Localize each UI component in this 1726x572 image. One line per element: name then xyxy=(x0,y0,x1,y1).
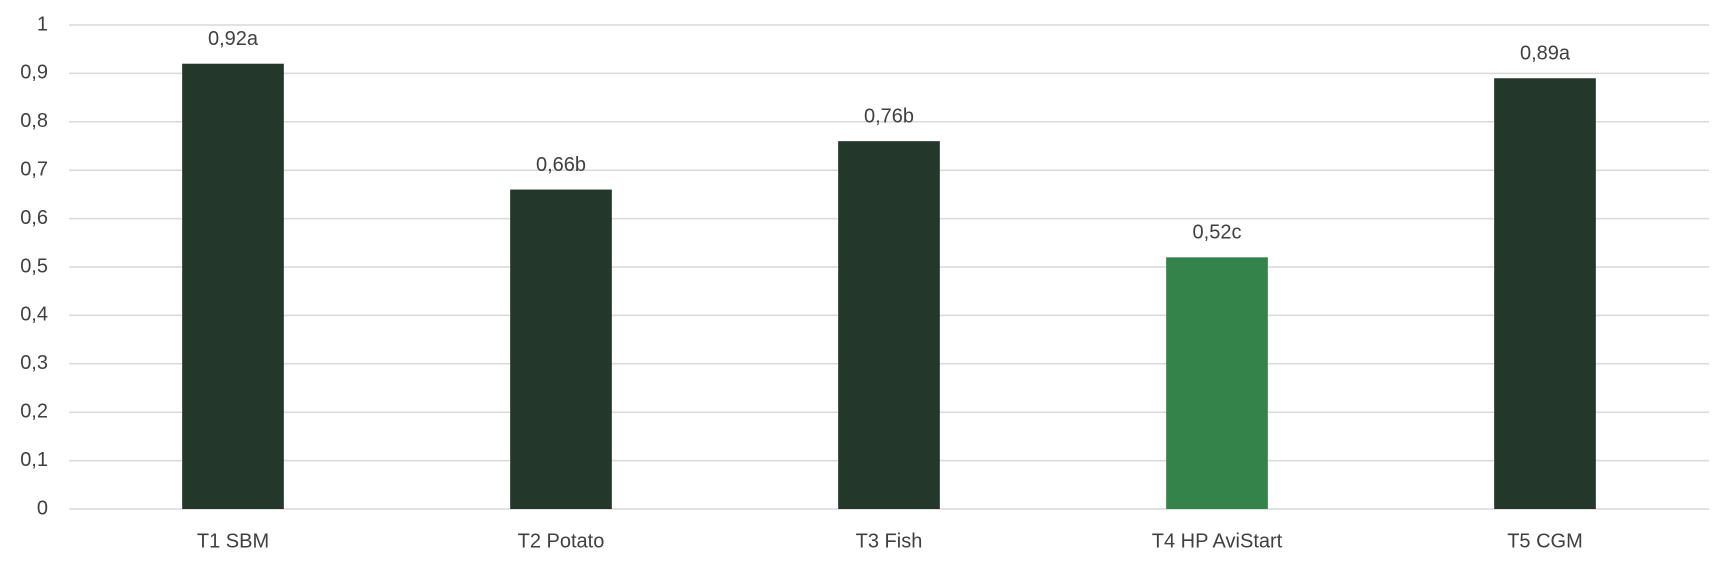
value-label: 0,76b xyxy=(864,105,914,127)
x-tick-label: T4 HP AviStart xyxy=(1152,530,1283,552)
value-label: 0,89a xyxy=(1520,43,1571,65)
y-tick-label: 0,9 xyxy=(20,62,48,84)
y-tick-label: 0,8 xyxy=(20,110,48,132)
y-tick-label: 0,5 xyxy=(20,255,48,277)
bar xyxy=(510,189,612,509)
bar xyxy=(838,141,940,509)
value-label: 0,52c xyxy=(1193,222,1242,244)
value-label: 0,92a xyxy=(208,28,259,50)
y-tick-label: 0,2 xyxy=(20,400,48,422)
y-tick-label: 0,3 xyxy=(20,352,48,374)
bar xyxy=(182,63,284,509)
y-tick-label: 0,6 xyxy=(20,207,48,229)
bar xyxy=(1494,78,1596,510)
y-tick-label: 0,7 xyxy=(20,158,48,180)
y-tick-label: 1 xyxy=(37,13,48,35)
y-tick-label: 0,4 xyxy=(20,304,48,326)
x-tick-label: T5 CGM xyxy=(1507,530,1583,552)
x-tick-label: T3 Fish xyxy=(856,530,923,552)
x-tick-label: T1 SBM xyxy=(197,530,269,552)
y-tick-label: 0 xyxy=(37,497,48,519)
x-tick-label: T2 Potato xyxy=(518,530,605,552)
value-label: 0,66b xyxy=(536,154,586,176)
bar xyxy=(1166,257,1268,509)
y-tick-label: 0,1 xyxy=(20,449,48,471)
